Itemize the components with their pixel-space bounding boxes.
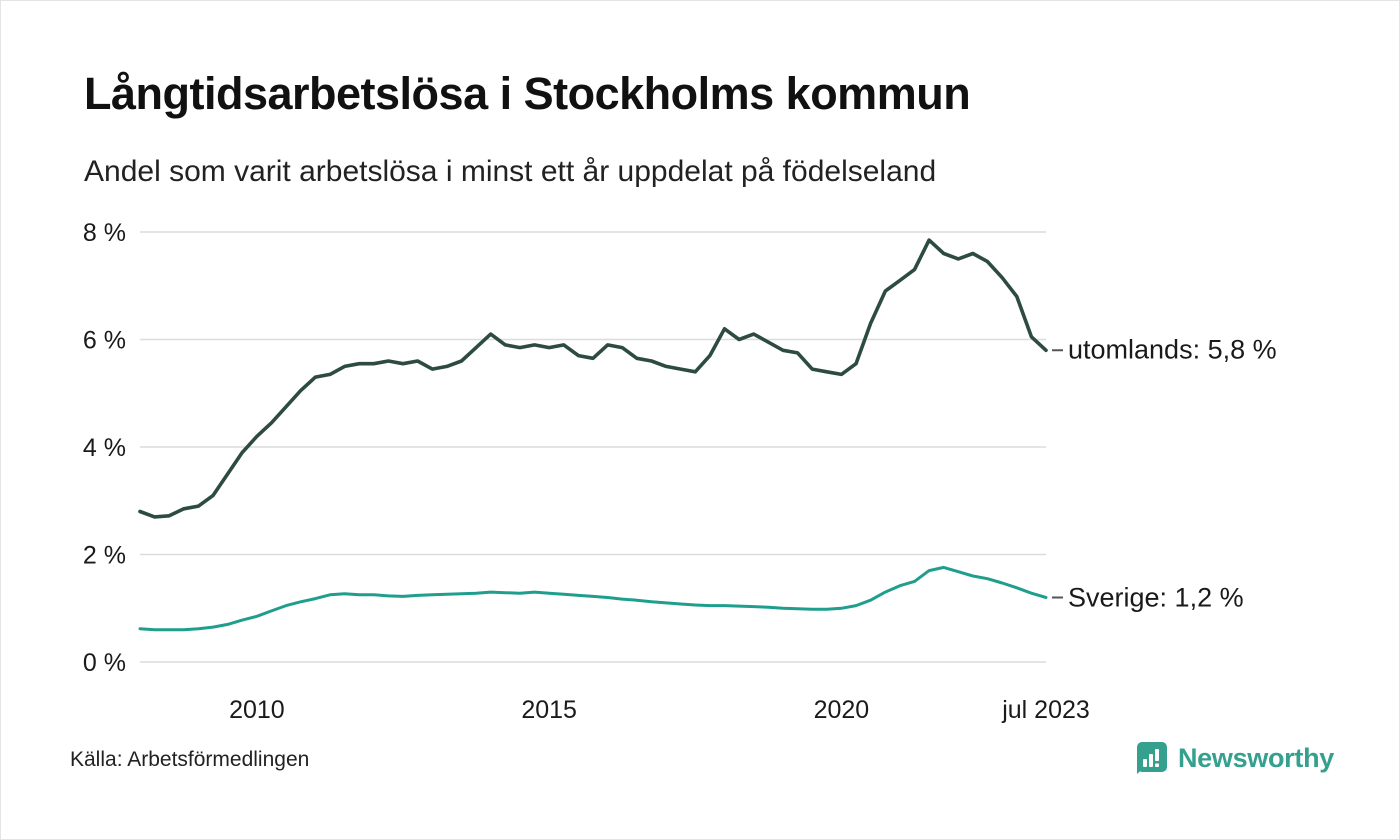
source-note: Källa: Arbetsförmedlingen xyxy=(70,748,310,771)
y-tick-label: 2 % xyxy=(83,542,126,570)
newsworthy-wordmark: Newsworthy xyxy=(1177,742,1334,773)
newsworthy-brand[interactable]: Newsworthy xyxy=(1133,740,1334,776)
x-tick-label: jul 2023 xyxy=(1001,696,1090,724)
x-tick-label: 2015 xyxy=(521,696,577,724)
x-tick-label: 2010 xyxy=(229,696,285,724)
series-line-Sverige xyxy=(138,565,1048,632)
series-end-label-sverige: Sverige: 1,2 % xyxy=(1068,582,1244,612)
series-end-label-utomlands: utomlands: 5,8 % xyxy=(1068,334,1277,365)
x-tick-label: 2020 xyxy=(814,696,870,724)
newsworthy-icon xyxy=(1136,742,1167,774)
y-tick-label: 8 % xyxy=(83,219,126,247)
y-tick-label: 0 % xyxy=(83,649,126,677)
y-tick-label: 6 % xyxy=(83,327,126,355)
y-tick-label: 4 % xyxy=(83,434,126,462)
chart-subtitle: Andel som varit arbetslösa i minst ett å… xyxy=(84,155,937,188)
series-line-utomlands xyxy=(138,238,1048,519)
chart-title: Långtidsarbetslösa i Stockholms kommun xyxy=(84,68,971,119)
